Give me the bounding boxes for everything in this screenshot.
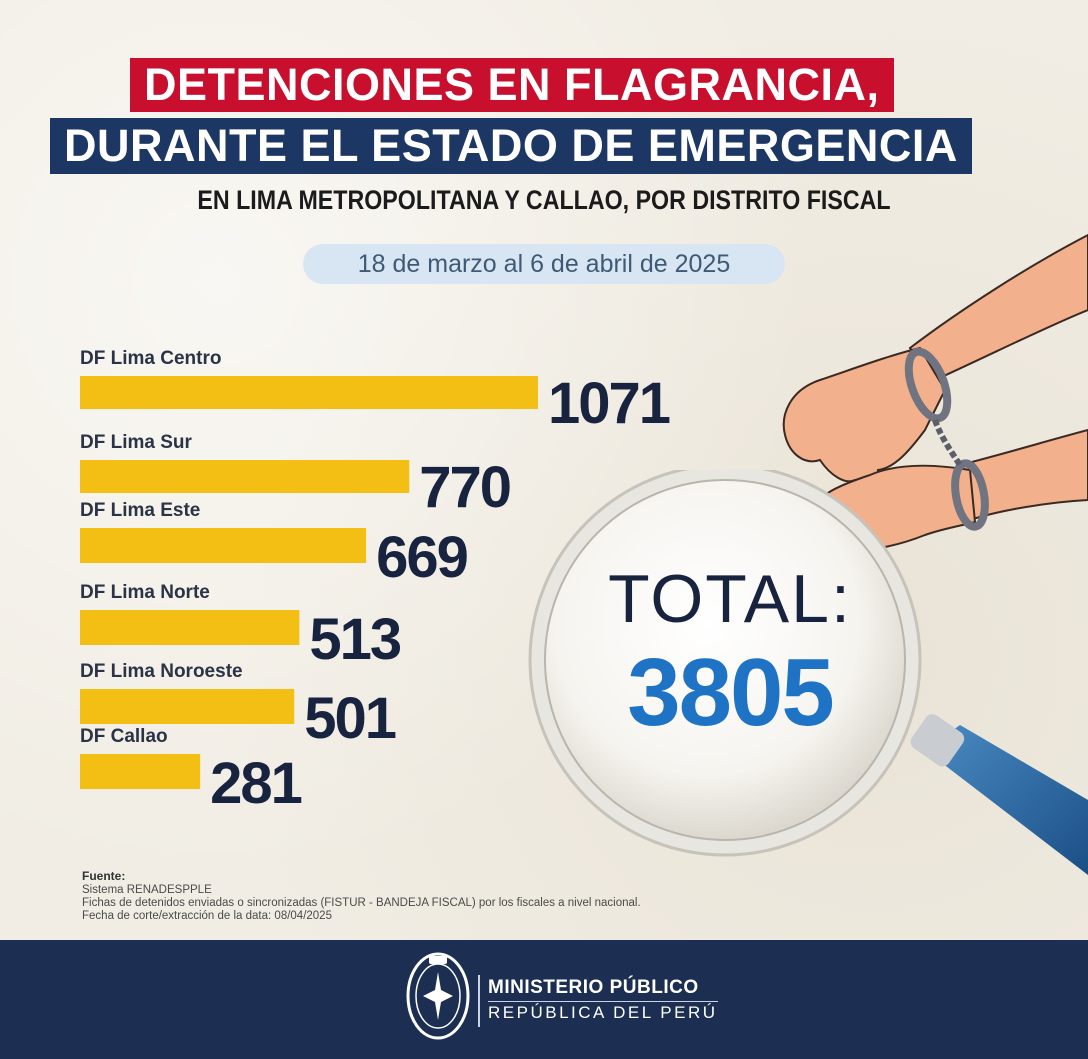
bar-label: DF Callao <box>80 726 168 747</box>
bar-value-label: 513 <box>309 607 401 672</box>
bar <box>80 376 538 409</box>
upper-arm <box>908 233 1088 382</box>
bar-value-label: 669 <box>376 525 468 590</box>
institution-country: REPÚBLICA DEL PERÚ <box>488 1001 718 1022</box>
bar-label: DF Lima Noroeste <box>80 661 243 682</box>
source-line-3: Fecha de corte/extracción de la data: 08… <box>82 910 332 922</box>
bar-label: DF Lima Norte <box>80 582 210 603</box>
magnifier-handle <box>925 725 1088 875</box>
bar-value-label: 501 <box>304 686 396 751</box>
source-line-2: Fichas de detenidos enviadas o sincroniz… <box>82 897 641 909</box>
bar <box>80 689 295 724</box>
bar <box>80 528 367 563</box>
bar <box>80 754 201 789</box>
magnifying-glass-icon <box>528 470 1088 875</box>
cuff-chain <box>932 418 963 467</box>
ministry-seal-logo <box>406 952 470 1040</box>
cuff-upper <box>904 347 952 423</box>
bar-label: DF Lima Centro <box>80 348 221 369</box>
magnifier-lens <box>544 479 906 841</box>
bar <box>80 460 410 493</box>
subtitle: EN LIMA METROPOLITANA Y CALLAO, POR DIST… <box>197 185 891 215</box>
total-label: TOTAL: <box>608 561 852 637</box>
title-line-2: DURANTE EL ESTADO DE EMERGENCIA <box>50 118 972 174</box>
bar-value-label: 281 <box>210 751 302 810</box>
title-line-1: DETENCIONES EN FLAGRANCIA, <box>130 58 894 112</box>
source-line-1: Sistema RENADESPPLE <box>82 884 212 896</box>
upper-hand <box>782 346 947 486</box>
magnifier-collar <box>910 714 965 767</box>
bar-chart: DF Lima Centro 1071 DF Lima Sur 770 DF Lima … <box>80 348 672 810</box>
bar-label: DF Lima Sur <box>80 432 193 453</box>
institution-name: MINISTERIO PÚBLICO <box>488 977 699 998</box>
bar-value-label: 1071 <box>548 371 670 436</box>
source-note: Fuente: Sistema RENADESPPLE Fichas de de… <box>82 870 641 923</box>
footer-divider <box>478 975 480 1027</box>
bar-label: DF Lima Este <box>80 500 200 521</box>
total-value: 3805 <box>627 639 835 746</box>
bar <box>80 610 300 645</box>
footer-bar <box>0 940 1088 1059</box>
cuff-lower <box>951 459 989 531</box>
handcuffed-hands-illustration <box>782 233 1088 552</box>
date-range-pill: 18 de marzo al 6 de abril de 2025 <box>303 244 785 284</box>
source-heading: Fuente: <box>82 869 126 883</box>
bar-value-label: 770 <box>419 455 510 520</box>
